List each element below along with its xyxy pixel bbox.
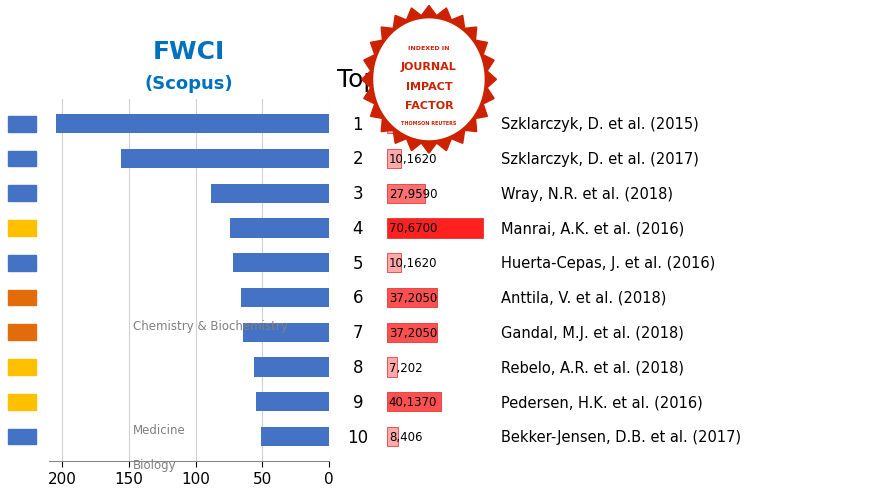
Bar [8, 394, 36, 410]
Polygon shape [362, 7, 496, 154]
Bar [8, 117, 36, 132]
Text: Anttila, V. et al. (2018): Anttila, V. et al. (2018) [501, 291, 667, 306]
Bar [387, 289, 437, 308]
Text: 37,2050: 37,2050 [388, 292, 437, 305]
Text: 40,1370: 40,1370 [388, 395, 437, 408]
Text: INDEXED IN: INDEXED IN [408, 46, 450, 51]
Bar [8, 186, 36, 201]
Text: Medicine: Medicine [133, 423, 186, 436]
Text: (Scopus): (Scopus) [145, 75, 233, 93]
Text: 10,1620: 10,1620 [388, 118, 437, 131]
Text: 7: 7 [353, 324, 363, 342]
Bar [387, 254, 401, 273]
Text: 37,2050: 37,2050 [388, 326, 437, 339]
Bar [8, 290, 36, 306]
Text: Wray, N.R. et al. (2018): Wray, N.R. et al. (2018) [501, 186, 673, 201]
Text: FACTOR: FACTOR [404, 101, 453, 111]
Text: 2: 2 [353, 150, 363, 168]
Bar [230, 219, 329, 238]
Text: 10: 10 [348, 428, 368, 445]
Bar [387, 150, 488, 169]
Bar [8, 360, 36, 375]
Text: 70,6700: 70,6700 [388, 222, 437, 235]
Bar [241, 289, 329, 308]
Text: 27,9590: 27,9590 [388, 187, 437, 200]
Text: Bekker-Jensen, D.B. et al. (2017): Bekker-Jensen, D.B. et al. (2017) [501, 429, 741, 444]
Bar [387, 289, 488, 308]
Text: Pedersen, H.K. et al. (2016): Pedersen, H.K. et al. (2016) [501, 394, 703, 409]
Bar [387, 427, 488, 446]
Text: 9: 9 [353, 393, 363, 411]
Text: Top: Top [337, 68, 379, 92]
Bar [387, 115, 488, 134]
Bar [387, 184, 488, 203]
Bar [387, 323, 437, 342]
Bar [387, 323, 488, 342]
Text: 5: 5 [353, 254, 363, 272]
Text: Huerta-Cepas, J. et al. (2016): Huerta-Cepas, J. et al. (2016) [501, 256, 716, 271]
Text: 6: 6 [353, 289, 363, 307]
Bar [8, 325, 36, 340]
Bar [387, 254, 488, 273]
Bar [8, 256, 36, 271]
Bar [387, 427, 398, 446]
Bar [261, 427, 329, 446]
Bar [387, 392, 442, 411]
Bar [387, 219, 488, 238]
Polygon shape [374, 20, 484, 140]
Bar [233, 254, 329, 273]
Text: Gandal, M.J. et al. (2018): Gandal, M.J. et al. (2018) [501, 325, 685, 340]
Bar [8, 221, 36, 236]
Bar [387, 358, 488, 377]
Text: Szklarczyk, D. et al. (2017): Szklarczyk, D. et al. (2017) [501, 152, 699, 167]
Text: Chemistry & Biochemistry: Chemistry & Biochemistry [133, 319, 288, 332]
Text: 7,202: 7,202 [388, 361, 422, 374]
Bar [387, 184, 425, 203]
Bar [387, 358, 396, 377]
Bar [387, 150, 401, 169]
Text: 8,406: 8,406 [388, 430, 422, 443]
Text: 10,1620: 10,1620 [388, 257, 437, 270]
Bar [387, 392, 488, 411]
Text: Rebelo, A.R. et al. (2018): Rebelo, A.R. et al. (2018) [501, 360, 685, 375]
Text: 10,1620: 10,1620 [388, 153, 437, 166]
Text: IMPACT: IMPACT [405, 82, 453, 92]
Bar [387, 219, 483, 238]
Bar [8, 429, 36, 444]
Text: Szklarczyk, D. et al. (2015): Szklarczyk, D. et al. (2015) [501, 117, 699, 132]
Text: 3: 3 [353, 185, 363, 203]
Bar [256, 392, 329, 411]
Text: FWCI: FWCI [153, 40, 225, 64]
Text: 8: 8 [353, 358, 363, 376]
Bar [244, 323, 329, 342]
Bar [8, 151, 36, 167]
Bar [387, 115, 401, 134]
Text: THOMSON REUTERS: THOMSON REUTERS [401, 121, 457, 126]
Bar [254, 358, 329, 377]
Text: Biology: Biology [133, 458, 177, 471]
Bar [211, 184, 329, 203]
Text: 4: 4 [353, 219, 363, 237]
Bar [56, 115, 329, 134]
Text: Manrai, A.K. et al. (2016): Manrai, A.K. et al. (2016) [501, 221, 685, 236]
Text: 1: 1 [353, 116, 363, 133]
Bar [122, 150, 329, 169]
Text: JOURNAL: JOURNAL [401, 62, 457, 72]
